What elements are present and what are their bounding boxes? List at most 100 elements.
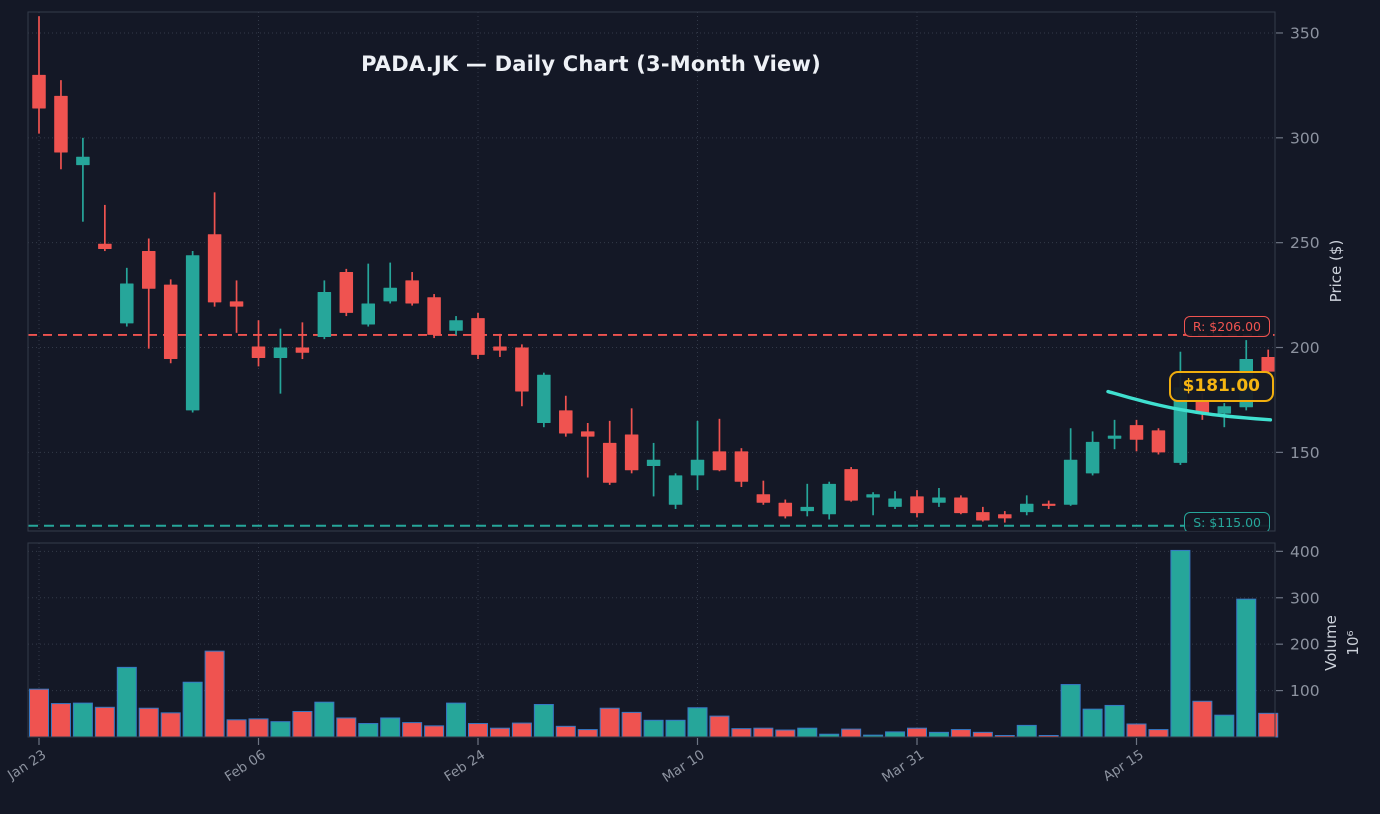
volume-bar (709, 715, 730, 738)
candle-body (734, 451, 749, 482)
volume-tick-label-100: 100 (1290, 682, 1320, 700)
candle-body (32, 74, 46, 109)
volume-bar (204, 650, 225, 738)
candle-body (822, 483, 836, 515)
candle-body (361, 303, 375, 325)
price-tick-label-250: 250 (1290, 234, 1320, 252)
candle-body (1041, 503, 1056, 506)
volume-axis-label: Volume 10⁶ (1320, 563, 1364, 723)
x-tick-label-jan-23: Jan 23 (4, 747, 49, 784)
price-axis-label: Price ($) (1327, 239, 1345, 303)
volume-bar (94, 706, 115, 738)
chart-title: PADA.JK — Daily Chart (3-Month View) (361, 52, 821, 76)
candle-body (1173, 387, 1188, 463)
volume-bar (1060, 684, 1081, 738)
candle-body (866, 494, 880, 498)
candle-body (405, 280, 419, 304)
candle-body (888, 498, 902, 507)
volume-bar (511, 722, 532, 738)
volume-bar (687, 707, 708, 738)
volume-bar (358, 723, 379, 738)
volume-bar (972, 731, 993, 738)
candle-body (1085, 441, 1100, 474)
candle-body (76, 156, 90, 166)
volume-bar (907, 727, 927, 738)
price-plot-border (27, 11, 1276, 532)
volume-bar (555, 725, 576, 738)
candle-body (998, 514, 1012, 519)
volume-tick-label-400: 400 (1290, 543, 1320, 561)
volume-bar (1016, 724, 1037, 738)
volume-axis-scale: 10⁶ (1344, 630, 1362, 656)
volume-bar (533, 704, 554, 738)
candle-body (976, 512, 990, 521)
volume-bar (1192, 700, 1213, 738)
candle-body (185, 255, 200, 411)
candle-body (537, 374, 551, 424)
candle-body (1217, 406, 1232, 414)
gridlines (28, 12, 1275, 737)
candle-body (581, 431, 595, 437)
volume-bar (489, 727, 510, 738)
volume-bar (1104, 704, 1125, 738)
candle-body (471, 318, 485, 355)
volume-tick-label-300: 300 (1290, 589, 1320, 607)
volume-bar (226, 719, 247, 738)
candle-body (251, 346, 266, 358)
volume-bar (1170, 549, 1191, 738)
candlesticks (32, 16, 1275, 523)
candle-body (1063, 459, 1078, 505)
volume-bar (1236, 598, 1257, 738)
volume-bar (928, 731, 949, 738)
volume-bar (599, 707, 620, 738)
candle-body (712, 451, 727, 471)
candle-body (602, 442, 617, 483)
volume-tick-label-200: 200 (1290, 636, 1320, 654)
candle-body (954, 497, 968, 514)
candle-body (54, 95, 68, 153)
resistance-label: R: $206.00 (1183, 316, 1270, 337)
candle-body (668, 475, 683, 505)
candle-body (449, 320, 463, 331)
candle-body (339, 272, 354, 313)
candle-body (756, 494, 771, 503)
x-tick-label-feb-06: Feb 06 (222, 747, 269, 785)
candle-body (383, 287, 397, 302)
candle-body (229, 301, 244, 307)
volume-bar (72, 702, 93, 738)
candle-body (295, 347, 310, 353)
candle-body (98, 243, 112, 249)
price-tag-label: $181.00 (1168, 371, 1274, 402)
candle-body (273, 347, 288, 358)
x-tick-label-apr-15: Apr 15 (1100, 747, 1146, 785)
volume-bar (643, 719, 664, 738)
candle-body (142, 251, 156, 289)
volume-bar (841, 728, 862, 738)
price-tick-label-150: 150 (1290, 444, 1320, 462)
volume-bar (380, 717, 401, 738)
candle-body (800, 506, 814, 512)
volume-bar (160, 712, 181, 738)
price-tick-label-300: 300 (1290, 129, 1320, 147)
volume-bar (731, 728, 752, 738)
candle-body (493, 346, 507, 351)
volume-bar (336, 717, 357, 738)
candle-body (427, 297, 441, 335)
volume-bar (577, 729, 598, 738)
volume-bar (1082, 708, 1103, 738)
candle-body (932, 497, 946, 503)
volume-bar (621, 711, 642, 738)
volume-bar (950, 729, 971, 738)
x-tick-label-mar-10: Mar 10 (660, 747, 708, 786)
volume-bar (468, 723, 488, 738)
volume-bar (50, 703, 71, 738)
candle-body (515, 347, 529, 392)
candle-body (1195, 399, 1210, 414)
volume-bar (314, 701, 335, 738)
volume-bar (116, 666, 137, 738)
candle-body (624, 434, 639, 471)
ma-curve (1106, 389, 1273, 422)
volume-bar (248, 718, 269, 738)
candle-body (1129, 425, 1144, 440)
